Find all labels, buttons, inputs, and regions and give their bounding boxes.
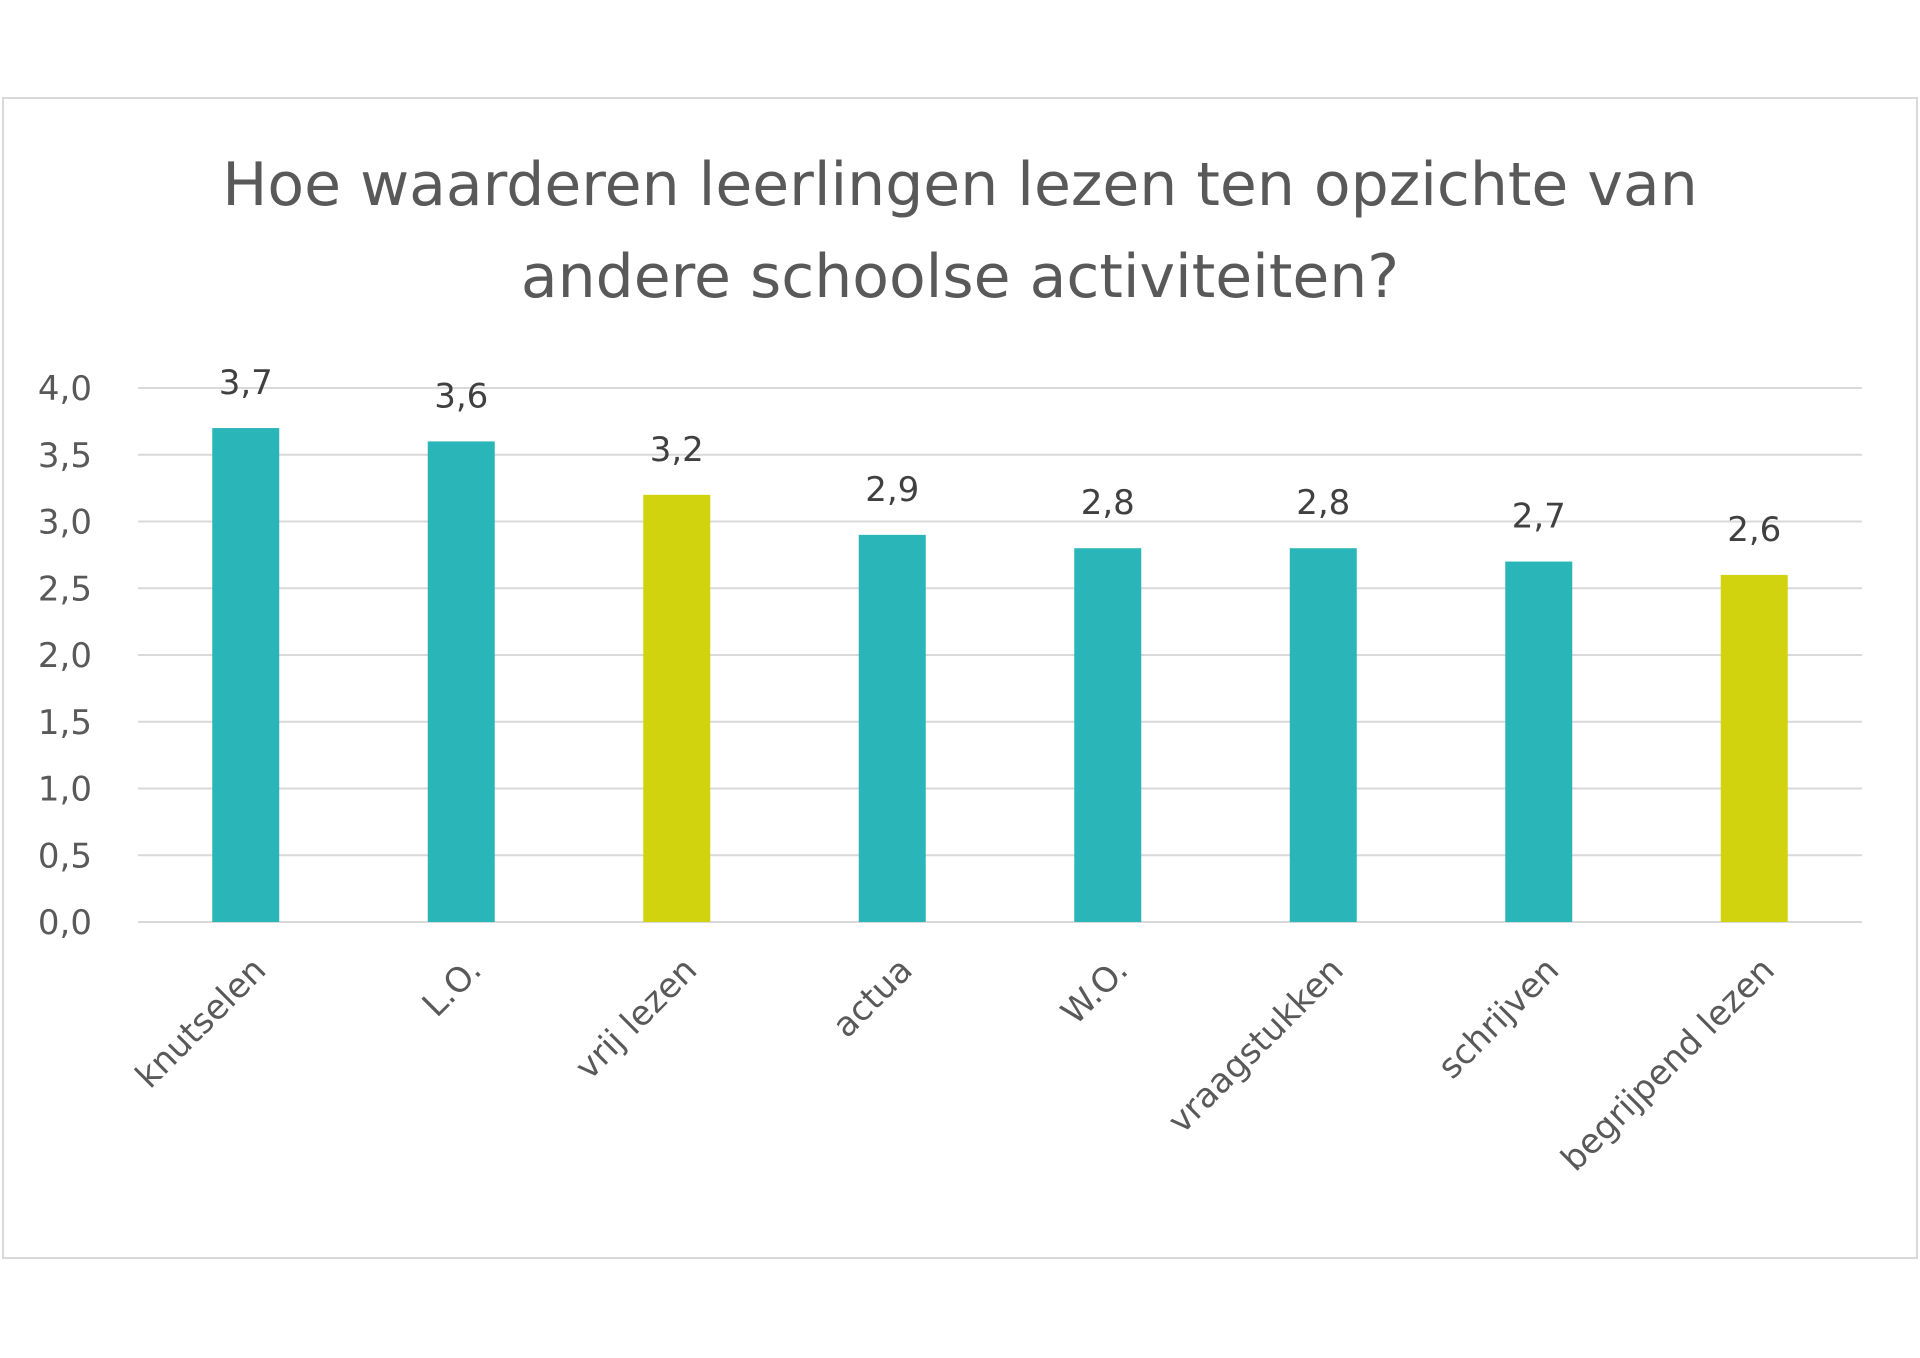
y-tick-label: 2,5 xyxy=(38,569,92,609)
bar xyxy=(858,534,926,922)
data-label: 2,8 xyxy=(1081,483,1135,523)
y-tick-label: 4,0 xyxy=(38,369,92,409)
x-tick-label: vrij lezen xyxy=(568,950,706,1088)
x-axis-ticks: knutselen L.O. vrij lezen actua W.O. vraagstu… xyxy=(128,950,1783,1179)
data-labels: 3,7 3,6 3,2 2,9 2,8 2,8 2,7 2,6 xyxy=(219,363,1782,550)
data-label: 2,7 xyxy=(1512,497,1566,537)
x-tick-label: schrijven xyxy=(1430,950,1567,1087)
bar xyxy=(427,441,495,922)
bar xyxy=(1720,574,1788,922)
bar xyxy=(1505,561,1573,922)
bar xyxy=(212,428,280,922)
data-label: 3,2 xyxy=(650,430,704,470)
x-tick-label: knutselen xyxy=(128,950,274,1096)
chart-title-line-1: Hoe waarderen leerlingen lezen ten opzic… xyxy=(222,150,1697,220)
data-label: 2,8 xyxy=(1296,483,1350,523)
data-label: 3,6 xyxy=(434,376,488,416)
y-tick-label: 1,5 xyxy=(38,703,92,743)
x-tick-label: actua xyxy=(825,950,921,1046)
y-tick-label: 1,0 xyxy=(38,770,92,810)
chart-title-line-2: andere schoolse activiteiten? xyxy=(521,242,1399,312)
x-tick-label: L.O. xyxy=(415,950,490,1025)
bar xyxy=(1074,548,1142,922)
y-tick-label: 0,5 xyxy=(38,836,92,876)
x-tick-label: vraagstukken xyxy=(1160,950,1351,1141)
x-tick-label: begrijpend lezen xyxy=(1553,950,1782,1179)
bar xyxy=(1289,548,1357,922)
data-label: 2,6 xyxy=(1727,510,1781,550)
chart-frame xyxy=(2,97,1918,1259)
data-label: 3,7 xyxy=(219,363,273,403)
bars xyxy=(212,428,1788,922)
x-tick-label: W.O. xyxy=(1054,950,1137,1033)
y-tick-label: 3,0 xyxy=(38,503,92,543)
bar xyxy=(643,494,711,922)
y-axis-ticks: 0,0 0,5 1,0 1,5 2,0 2,5 3,0 3,5 4,0 xyxy=(38,369,92,943)
y-tick-label: 2,0 xyxy=(38,636,92,676)
gridlines xyxy=(138,387,1862,923)
chart-title: Hoe waarderen leerlingen lezen ten opzic… xyxy=(222,150,1697,312)
y-tick-label: 3,5 xyxy=(38,436,92,476)
y-tick-label: 0,0 xyxy=(38,903,92,943)
data-label: 2,9 xyxy=(865,470,919,510)
